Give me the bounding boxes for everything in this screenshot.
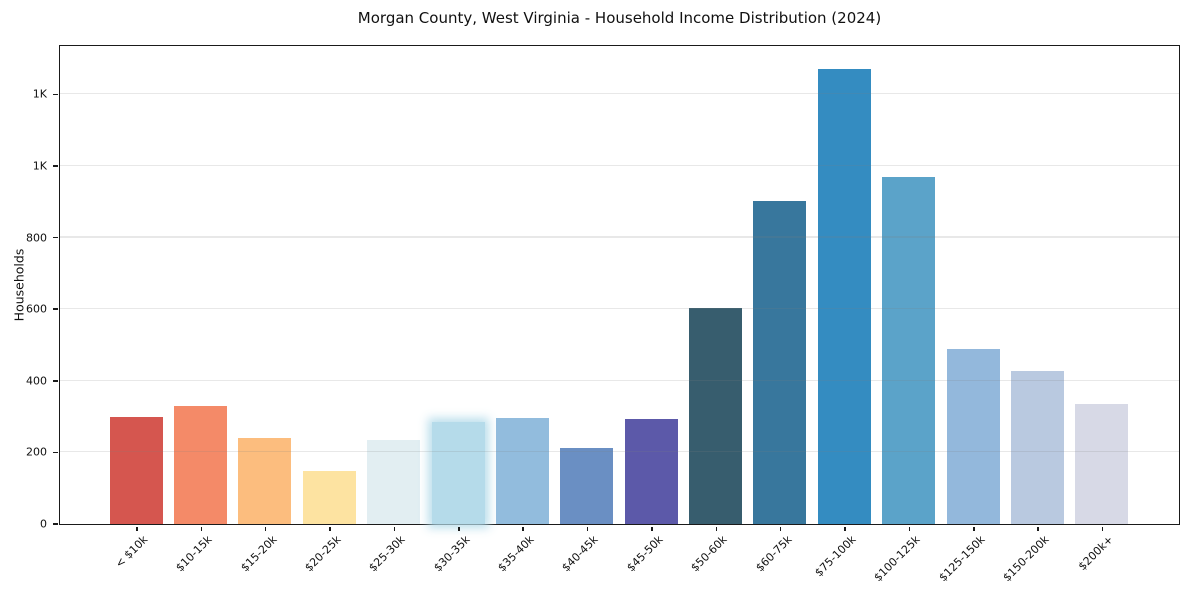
bar-75-100k xyxy=(817,68,871,524)
chart-title: Morgan County, West Virginia - Household… xyxy=(357,9,882,27)
bar-15-20k xyxy=(238,437,292,524)
bar-slot: $100-125k xyxy=(872,46,941,584)
bar-10k xyxy=(109,417,163,524)
bar-slot: $40-45k xyxy=(555,46,619,574)
y-tick-label: 1K xyxy=(32,87,47,101)
y-tick-mark xyxy=(53,308,58,310)
bar-slot: $35-40k xyxy=(490,46,554,574)
bar-slot: $75-100k xyxy=(812,46,876,579)
bar-slot: $200k+ xyxy=(1070,46,1134,573)
bar-125-150k xyxy=(946,349,1000,524)
bar-slot: $30-35k xyxy=(426,46,490,574)
bar-40-45k xyxy=(560,448,614,524)
bar-200k xyxy=(1075,403,1129,524)
y-tick-mark xyxy=(53,523,58,525)
x-tick-label: $15-20k xyxy=(237,533,280,575)
y-tick-mark xyxy=(53,380,58,382)
bar-35-40k xyxy=(495,417,549,524)
x-tick-label: $125-150k xyxy=(936,533,988,585)
x-tick-mark xyxy=(1037,526,1039,531)
bar-45-50k xyxy=(624,418,678,524)
bar-60-75k xyxy=(753,200,807,524)
y-tick-label: 600 xyxy=(26,302,47,316)
bar-slot: $25-30k xyxy=(362,46,426,574)
x-tick-mark xyxy=(908,526,911,531)
x-tick-mark xyxy=(1101,526,1104,531)
y-tick-mark xyxy=(53,451,58,454)
x-tick-label: $40-45k xyxy=(559,533,602,575)
x-tick-mark xyxy=(651,526,653,531)
bar-slot: $10-15k xyxy=(168,46,232,574)
y-tick-label: 200 xyxy=(26,445,47,459)
x-tick-label: $20-25k xyxy=(302,533,344,575)
plot-area: < $10k $10-15k $15-20k $20-25k $25-30k $30-35… xyxy=(26,45,1180,584)
y-tick-label: 1K xyxy=(32,159,47,173)
x-tick-mark xyxy=(264,526,267,531)
x-tick-label: $200k+ xyxy=(1075,533,1117,574)
x-tick-label: $75-100k xyxy=(812,533,859,580)
x-tick-mark xyxy=(136,526,138,531)
x-tick-mark xyxy=(844,526,846,531)
bar-slot: $15-20k xyxy=(233,46,297,574)
bar-50-60k xyxy=(689,308,743,524)
bar-slot: $45-50k xyxy=(619,46,683,574)
x-tick-mark xyxy=(779,526,782,531)
x-tick-label: $150-200k xyxy=(1000,533,1052,585)
bar-100-125k xyxy=(882,176,936,524)
x-tick-mark xyxy=(973,526,975,531)
x-tick-label: $35-40k xyxy=(495,533,537,575)
y-tick-mark xyxy=(53,236,58,239)
x-tick-label: $100-125k xyxy=(871,533,923,585)
y-tick-label: 0 xyxy=(40,517,47,531)
bar-slot: $20-25k xyxy=(297,46,361,574)
y-tick-mark xyxy=(53,93,58,96)
bar-25-30k xyxy=(367,439,421,524)
x-tick-label: $25-30k xyxy=(366,533,408,575)
bars-layer: < $10k $10-15k $15-20k $20-25k $25-30k $30-35… xyxy=(60,46,1179,584)
x-tick-label: $50-60k xyxy=(688,533,730,575)
x-tick-mark xyxy=(329,526,331,531)
x-tick-label: $10-15k xyxy=(173,533,215,575)
bar-10-15k xyxy=(174,406,228,524)
bar-slot: $125-150k xyxy=(936,46,1005,584)
bar-30-35k xyxy=(431,421,485,524)
x-tick-label: $30-35k xyxy=(430,533,473,575)
x-tick-mark xyxy=(393,526,396,531)
x-tick-label: $45-50k xyxy=(624,533,666,575)
x-tick-mark xyxy=(522,526,524,531)
x-tick-label: < $10k xyxy=(112,533,151,571)
bar-slot: $60-75k xyxy=(748,46,812,574)
bar-20-25k xyxy=(302,471,356,524)
x-tick-label: $60-75k xyxy=(752,533,795,575)
bar-150-200k xyxy=(1010,371,1064,524)
x-tick-mark xyxy=(200,526,203,531)
bar-slot: < $10k xyxy=(104,46,168,571)
y-tick-label: 800 xyxy=(26,231,47,245)
x-tick-mark xyxy=(586,526,589,531)
bar-slot: $150-200k xyxy=(1000,46,1069,584)
x-tick-mark xyxy=(715,526,718,531)
y-tick-label: 400 xyxy=(26,374,47,388)
x-tick-mark xyxy=(458,526,460,531)
bar-slot: $50-60k xyxy=(683,46,747,574)
y-tick-mark xyxy=(53,165,58,167)
